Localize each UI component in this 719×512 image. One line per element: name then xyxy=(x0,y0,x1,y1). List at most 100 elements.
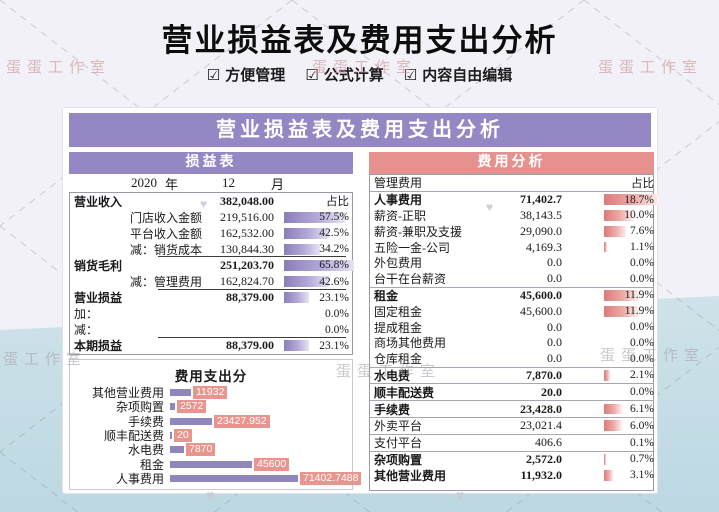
row-label: 薪资-正职 xyxy=(374,209,426,223)
chart-bar xyxy=(170,460,252,468)
column-header-name: 管理费用 xyxy=(374,176,423,191)
expense-table-row: 支付平台 406.6 0.1% xyxy=(370,435,654,452)
expense-table-row: 租金 45,600.0 11.9% xyxy=(370,288,654,304)
panel-header-title: 营业损益表及费用支出分析 xyxy=(69,113,651,147)
chart-value-label: 45600 xyxy=(254,457,290,471)
ratio-text: 0.0% xyxy=(630,321,654,334)
row-label: 租金 xyxy=(374,288,399,303)
ratio-text: 0.1% xyxy=(630,436,654,449)
expense-table-row: 人事费用 71,402.7 18.7% xyxy=(370,192,659,208)
row-value: 38,143.5 xyxy=(520,207,562,222)
chart-title: 费用支出分 xyxy=(174,369,248,384)
row-label: 提成租金 xyxy=(374,320,423,335)
expense-table-header-row: 管理费用 占比 xyxy=(370,175,654,192)
ratio-data-bar xyxy=(604,454,607,465)
ratio-data-bar xyxy=(284,340,309,352)
main-panel: 营业损益表及费用支出分析 损益表 费用分析 2020 年 12 月 营业收入 38… xyxy=(62,107,659,494)
ratio-data-bar xyxy=(604,403,622,415)
row-value: 219,516.00 xyxy=(220,209,274,224)
expense-table-row: 薪资-兼职及支援 29,090.0 7.6% xyxy=(370,223,654,239)
heart-icon: ♥ xyxy=(206,489,215,504)
period-month-unit: 月 xyxy=(271,176,285,192)
row-ratio-cell: 6.1% xyxy=(604,401,659,417)
ratio-text: 65.8% xyxy=(319,259,349,272)
row-label: 薪资-兼职及支援 xyxy=(374,224,462,239)
expense-table-row: 水电费 7,870.0 2.1% xyxy=(370,368,654,385)
expense-table-row: 薪资-正职 38,143.5 10.0% xyxy=(370,207,654,224)
row-value: 0.0 xyxy=(547,351,562,366)
chart-bar xyxy=(170,431,172,439)
checked-checkbox-icon: ☑ xyxy=(403,66,418,84)
row-ratio-cell: 11.9% xyxy=(604,303,659,319)
income-table-row: 营业收入 382,048.00 占比 xyxy=(70,193,352,209)
row-label: 减：销货成本 xyxy=(130,242,203,257)
watermark-text: 蛋蛋工作室 xyxy=(0,352,88,368)
row-value: 0.0 xyxy=(547,335,562,350)
income-statement-table: 营业收入 382,048.00 占比 门店收入金额 219,516.00 57.5% 平台收… xyxy=(69,192,354,355)
row-ratio-cell: 23.1% xyxy=(284,338,354,354)
chart-category-label: 其他营业费用 xyxy=(91,386,164,400)
row-label: 五险一金-公司 xyxy=(374,240,450,255)
page-title: 营业损益表及费用支出分析 xyxy=(161,23,558,58)
row-value: 382,048.00 xyxy=(220,193,274,208)
row-ratio-cell: 42.6% xyxy=(284,273,354,289)
chart-bar-track: 2572 xyxy=(170,400,348,414)
feature-label: 公式计算 xyxy=(323,67,384,84)
ratio-text: 6.0% xyxy=(630,419,654,432)
ratio-data-bar xyxy=(604,241,608,253)
ratio-data-bar xyxy=(284,292,309,304)
ratio-text: 0.0% xyxy=(325,307,349,320)
row-label: 杂项购置 xyxy=(374,452,423,467)
chart-row: 手续费 23427.952 xyxy=(78,414,348,429)
ratio-data-bar xyxy=(604,210,634,221)
row-value: 4,169.3 xyxy=(526,239,562,254)
period-month: 12 xyxy=(222,175,236,190)
row-label: 加： xyxy=(74,307,99,322)
row-value: 11,932.0 xyxy=(520,467,562,482)
watermark-text: 蛋蛋工作室 xyxy=(600,348,706,364)
row-value: 162,532.00 xyxy=(220,225,274,240)
row-ratio-cell: 0.0% xyxy=(284,322,354,338)
ratio-data-bar xyxy=(604,290,639,301)
ratio-data-bar xyxy=(284,227,330,239)
chart-category-label: 顺丰配送费 xyxy=(103,428,164,443)
watermark-text: 蛋蛋工作室 xyxy=(598,60,704,76)
expense-table-row: 提成租金 0.0 0.0% xyxy=(370,319,654,335)
expense-table-row: 手续费 23,428.0 6.1% xyxy=(370,401,654,418)
row-label: 台干在台薪资 xyxy=(374,272,447,287)
row-ratio-cell: 0.7% xyxy=(604,452,659,468)
feature-item: ☑ 方便管理 xyxy=(207,64,285,85)
heart-icon: ♥ xyxy=(456,489,465,504)
row-value: 0.0 xyxy=(547,255,562,270)
ratio-text: 3.1% xyxy=(630,469,654,482)
row-label: 固定租金 xyxy=(374,304,423,319)
ratio-text: 11.9% xyxy=(624,305,654,318)
chart-category-label: 租金 xyxy=(139,457,164,472)
chart-category-label: 人事费用 xyxy=(115,471,164,486)
ratio-text: 0.0% xyxy=(630,386,654,399)
ratio-text: 占比 xyxy=(326,196,349,209)
income-table-row: 加： 0.0% xyxy=(70,306,352,322)
heart-icon: ♥ xyxy=(486,200,494,214)
row-ratio-cell: 0.0% xyxy=(604,319,659,335)
row-ratio-cell: 0.0% xyxy=(284,306,354,322)
checked-checkbox-icon: ☑ xyxy=(206,66,221,84)
row-ratio-cell: 0.1% xyxy=(604,435,659,451)
expense-bar-chart: 费用支出分 其他营业费用 11932 杂项购置 2572 手续费 23427.952 顺丰配… xyxy=(69,359,362,490)
row-value: 0.0 xyxy=(547,319,562,334)
row-ratio-cell: 57.5% xyxy=(284,209,354,225)
ratio-text: 0.0% xyxy=(630,352,654,365)
watermark-text: 蛋蛋工作室 xyxy=(6,60,112,76)
row-ratio-cell: 7.6% xyxy=(604,223,659,239)
chart-row: 其他营业费用 11932 xyxy=(78,386,348,400)
row-ratio-cell: 1.1% xyxy=(604,239,659,255)
row-label: 水电费 xyxy=(374,368,411,383)
chart-bar xyxy=(170,474,298,482)
row-value: 88,379.00 xyxy=(226,338,274,353)
row-ratio-cell: 18.7% xyxy=(604,192,659,208)
chart-value-label: 11932 xyxy=(193,386,228,399)
expense-analysis-table: 管理费用 占比 人事费用 71,402.7 18.7% 薪资-正职 38,143.5 10.0… xyxy=(369,174,659,491)
row-label: 人事费用 xyxy=(374,193,423,208)
ratio-text: 23.1% xyxy=(319,291,349,304)
row-ratio-cell: 11.9% xyxy=(604,288,659,304)
